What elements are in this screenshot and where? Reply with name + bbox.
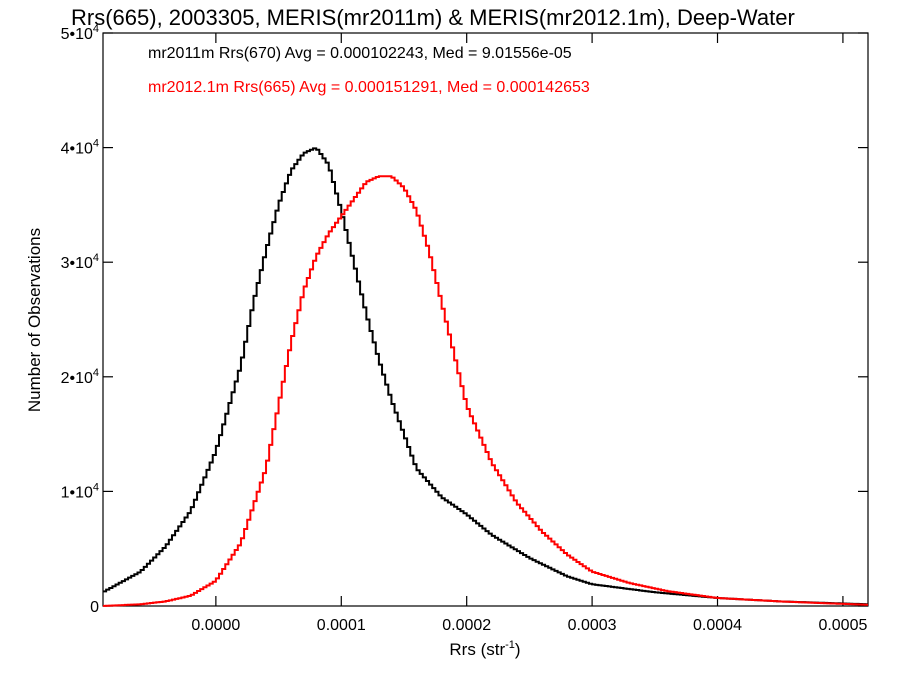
y-tick-label-exponent: 4	[93, 481, 99, 493]
y-tick-label: 0	[90, 599, 99, 616]
y-tick-label: 1•104	[61, 481, 99, 501]
x-axis-label-suffix: )	[515, 640, 521, 659]
plot-area-border	[102, 32, 869, 607]
x-tick-label: 0.0004	[693, 617, 742, 634]
y-tick-label-base: 4•10	[61, 141, 93, 158]
y-tick-label-exponent: 4	[93, 252, 99, 264]
y-tick-label: 4•104	[61, 138, 99, 158]
y-tick-label: 3•104	[61, 252, 99, 272]
x-tick-label: 0.0002	[442, 617, 491, 634]
y-tick-label-base: 5•10	[61, 26, 93, 43]
x-tick-label: 0.0001	[317, 617, 366, 634]
y-tick-label-base: 3•10	[61, 255, 93, 272]
series-layer	[103, 147, 868, 607]
y-tick-label: 5•104	[61, 23, 99, 43]
x-axis-label-superscript: -1	[505, 639, 515, 651]
chart-title: Rrs(665), 2003305, MERIS(mr2011m) & MERI…	[71, 5, 795, 30]
legend-entry-mr2012-1m: mr2012.1m Rrs(665) Avg = 0.000151291, Me…	[148, 79, 590, 96]
y-tick-label-base: 2•10	[61, 370, 93, 387]
plot-frame	[102, 32, 869, 607]
series-mr2012-1m-histogram	[103, 175, 868, 607]
y-tick-label-base: 0	[90, 599, 99, 616]
y-tick-label: 2•104	[61, 367, 99, 387]
x-tick-label: 0.0005	[818, 617, 867, 634]
x-axis: 0.0000 0.0001 0.0002 0.0003 0.0004 0.0005	[191, 33, 867, 634]
x-axis-label-text: Rrs (str	[449, 640, 505, 659]
y-tick-label-exponent: 4	[93, 367, 99, 379]
y-tick-label-exponent: 4	[93, 23, 99, 35]
y-axis-label: Number of Observations	[25, 228, 44, 412]
x-axis-label: Rrs (str-1)	[449, 639, 520, 659]
y-tick-label-base: 1•10	[61, 484, 93, 501]
y-tick-label-exponent: 4	[93, 138, 99, 150]
x-tick-label: 0.0003	[568, 617, 617, 634]
legend-entry-mr2011m: mr2011m Rrs(670) Avg = 0.000102243, Med …	[148, 45, 572, 62]
x-tick-label: 0.0000	[191, 617, 240, 634]
